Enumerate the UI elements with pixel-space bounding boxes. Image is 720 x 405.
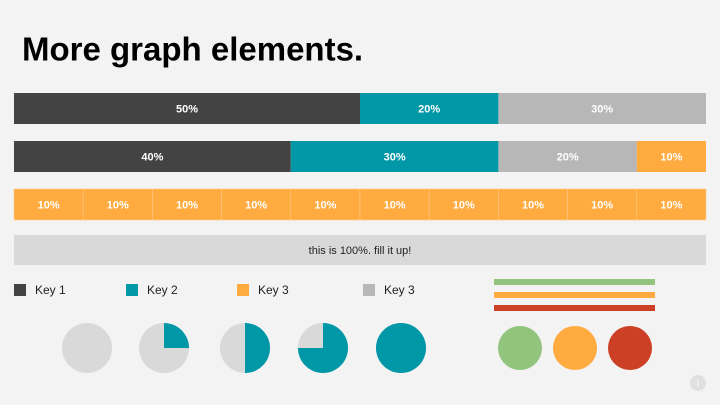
pie-slice xyxy=(298,323,348,373)
bar-segment xyxy=(14,93,360,124)
key-swatch xyxy=(363,284,375,296)
bar-segment xyxy=(567,188,638,221)
pie-slice xyxy=(164,323,189,348)
info-icon[interactable] xyxy=(690,375,706,391)
fill-bar-label: this is 100%. fill it up! xyxy=(309,245,412,257)
key-label: Key 3 xyxy=(258,283,289,297)
bar-segment xyxy=(498,93,706,124)
key-swatch xyxy=(126,284,138,296)
bar-segment xyxy=(14,141,291,172)
segment-label: 40% xyxy=(141,151,163,163)
color-line xyxy=(494,279,655,285)
bar-segment xyxy=(221,188,292,221)
segment-label: 30% xyxy=(591,103,613,115)
bar-segment xyxy=(636,188,707,221)
segment-label: 10% xyxy=(660,151,682,163)
bar-segment xyxy=(13,188,84,221)
pie-slice xyxy=(245,323,270,373)
color-line xyxy=(494,292,655,298)
pie-base xyxy=(62,323,112,373)
bar-segment xyxy=(498,188,568,221)
color-line xyxy=(494,305,655,311)
segment-label: 10% xyxy=(176,199,198,211)
key-label: Key 2 xyxy=(147,283,178,297)
bar-segment xyxy=(498,141,637,172)
bar-segment xyxy=(290,141,499,172)
segment-label: 10% xyxy=(522,199,544,211)
segment-label: 10% xyxy=(38,199,60,211)
segment-label: 10% xyxy=(453,199,475,211)
bar-segment xyxy=(359,188,430,221)
bar-segment xyxy=(360,93,499,124)
color-circle xyxy=(498,326,542,370)
segment-label: 10% xyxy=(107,199,129,211)
slide-title: More graph elements. xyxy=(22,31,363,68)
segment-label: 10% xyxy=(245,199,267,211)
pie-slice xyxy=(376,323,426,373)
segment-label: 10% xyxy=(591,199,613,211)
segment-label: 10% xyxy=(384,199,406,211)
key-swatch xyxy=(237,284,249,296)
color-circle xyxy=(608,326,652,370)
segment-label: 20% xyxy=(557,151,579,163)
key-swatch xyxy=(14,284,26,296)
segment-label: 20% xyxy=(418,103,440,115)
segment-label: 30% xyxy=(384,151,406,163)
fill-bar xyxy=(14,235,706,265)
segment-label: 50% xyxy=(176,103,198,115)
key-label: Key 3 xyxy=(384,283,415,297)
bar-segment xyxy=(636,141,706,172)
segment-label: 10% xyxy=(314,199,336,211)
bar-segment xyxy=(290,188,361,221)
segment-label: 10% xyxy=(660,199,682,211)
key-label: Key 1 xyxy=(35,283,66,297)
info-icon-glyph: i xyxy=(697,379,699,390)
bar-segment xyxy=(428,188,499,221)
color-circle xyxy=(553,326,597,370)
